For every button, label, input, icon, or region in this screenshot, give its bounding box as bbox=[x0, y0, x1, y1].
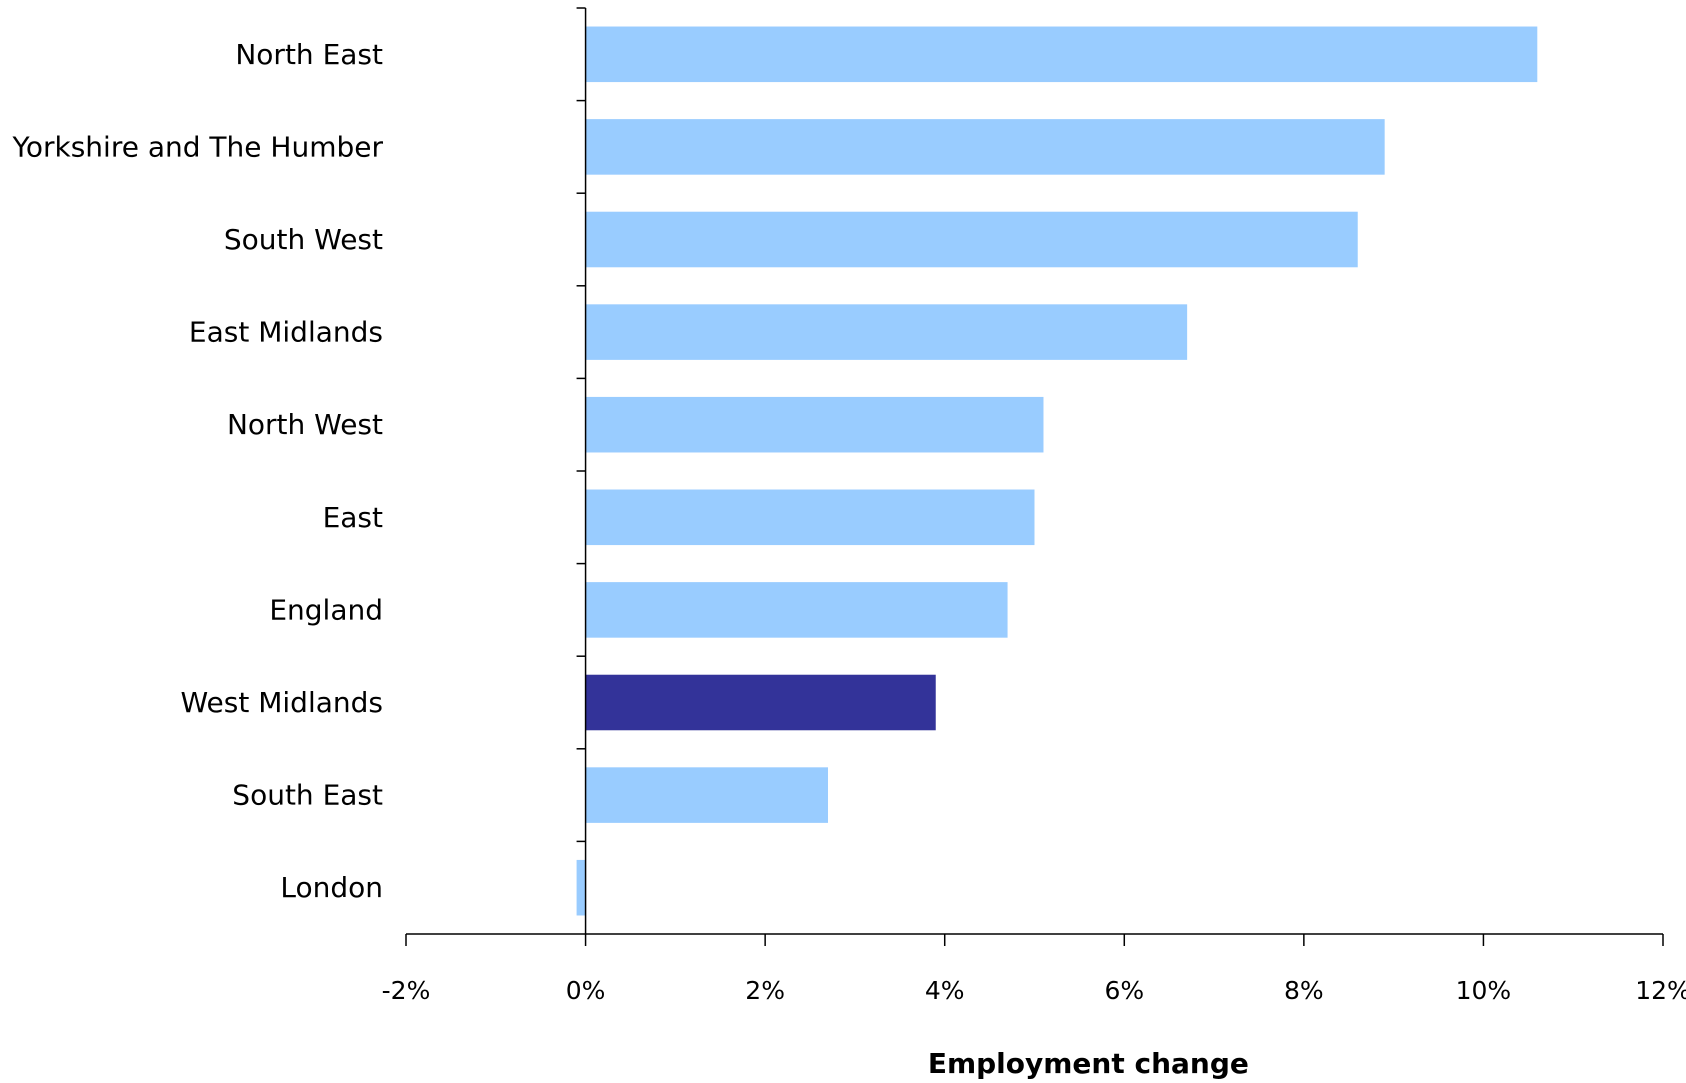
category-label-london: London bbox=[280, 871, 383, 904]
bar-south-east bbox=[585, 767, 828, 823]
bar-london bbox=[576, 859, 586, 916]
category-label-yorkshire-and-the-humber: Yorkshire and The Humber bbox=[11, 130, 383, 163]
bar-west-midlands bbox=[585, 674, 936, 731]
x-tick-label: 2% bbox=[745, 976, 785, 1005]
x-tick-labels-group: -2% 0% 2% 4% 6% 8% 10% 12% bbox=[382, 976, 1686, 1005]
bar-north-west bbox=[585, 396, 1044, 453]
x-tick-label: -2% bbox=[382, 976, 431, 1005]
x-axis-title: Employment change bbox=[928, 1047, 1249, 1080]
x-tick-label: 10% bbox=[1456, 976, 1512, 1005]
category-label-south-west: South West bbox=[224, 223, 383, 256]
bar-england bbox=[585, 582, 1008, 638]
x-tick-label: 8% bbox=[1284, 976, 1324, 1005]
x-tick-label: 12% bbox=[1635, 976, 1686, 1005]
bars-group bbox=[576, 26, 1538, 916]
bar-east-midlands bbox=[585, 304, 1188, 360]
category-label-west-midlands: West Midlands bbox=[181, 686, 384, 719]
category-labels-group: North East Yorkshire and The Humber South … bbox=[11, 38, 383, 904]
category-label-east: East bbox=[323, 501, 383, 534]
x-tick-label: 0% bbox=[566, 976, 606, 1005]
bar-yorkshire-and-the-humber bbox=[585, 119, 1385, 175]
category-label-england: England bbox=[269, 593, 383, 626]
axes-group bbox=[405, 7, 1664, 946]
category-label-south-east: South East bbox=[232, 779, 383, 812]
category-label-north-west: North West bbox=[227, 408, 383, 441]
bar-east bbox=[585, 489, 1035, 546]
bar-south-west bbox=[585, 211, 1358, 268]
x-tick-label: 6% bbox=[1104, 976, 1144, 1005]
x-tick-label: 4% bbox=[925, 976, 965, 1005]
category-label-east-midlands: East Midlands bbox=[189, 316, 383, 349]
category-label-north-east: North East bbox=[235, 38, 383, 71]
bar-north-east bbox=[585, 26, 1538, 83]
